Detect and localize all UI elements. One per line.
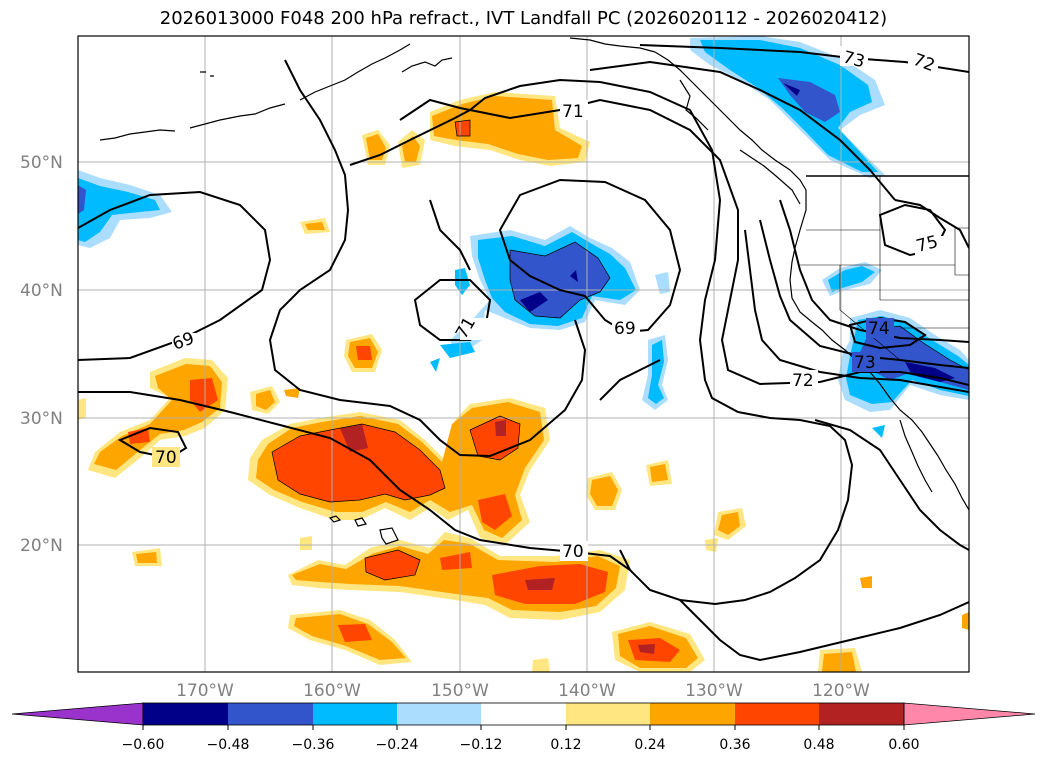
contour-label: 70 (155, 448, 177, 468)
colorbar-tick-label: −0.12 (460, 737, 503, 753)
lon-label-170w: 170°W (176, 681, 234, 701)
lat-label-20n: 20°N (20, 536, 63, 556)
contour-label: 70 (562, 542, 584, 562)
colorbar-outline (142, 702, 905, 726)
colorbar-swatch-p36 (735, 703, 819, 725)
contour-label: 72 (792, 371, 814, 391)
state-borders (800, 176, 969, 361)
lat-label-30n: 30°N (20, 409, 63, 429)
lat-label-40n: 40°N (20, 281, 63, 301)
latitude-labels: 50°N 40°N 30°N 20°N (20, 153, 63, 556)
colorbar-swatch-n24 (397, 703, 481, 725)
lon-label-120w: 120°W (812, 681, 870, 701)
colorbar-swatch-n48 (228, 703, 313, 725)
colorbar-ticks (142, 725, 905, 730)
lat-label-50n: 50°N (20, 153, 63, 173)
colorbar-swatch-n36 (313, 703, 397, 725)
colorbar-tick-label: 0.24 (634, 737, 665, 753)
colorbar-swatch-p12 (566, 703, 650, 725)
colorbar: −0.60 −0.48 −0.36 −0.24 −0.12 0.12 0.24 … (11, 702, 1036, 753)
map-title: 2026013000 F048 200 hPa refract., IVT La… (159, 8, 888, 29)
colorbar-swatch-zero (481, 703, 566, 725)
colorbar-tick-labels: −0.60 −0.48 −0.36 −0.24 −0.12 0.12 0.24 … (122, 737, 920, 753)
colorbar-min-extension (11, 702, 144, 726)
colorbar-tick-label: −0.48 (207, 737, 250, 753)
contour-label: 73 (854, 353, 876, 373)
colorbar-tick-label: −0.60 (122, 737, 165, 753)
lon-label-130w: 130°W (685, 681, 743, 701)
colorbar-max-extension (903, 702, 1036, 726)
colorbar-tick-label: −0.36 (292, 737, 335, 753)
colorbar-tick-label: 0.36 (719, 737, 750, 753)
colorbar-swatch-n60 (143, 703, 228, 725)
colorbar-swatch-p48 (819, 703, 904, 725)
lon-label-140w: 140°W (558, 681, 616, 701)
longitude-labels: 170°W 160°W 150°W 140°W 130°W 120°W (176, 681, 870, 701)
colorbar-swatch-p24 (650, 703, 735, 725)
lon-label-160w: 160°W (303, 681, 361, 701)
colorbar-tick-label: 0.48 (803, 737, 834, 753)
contour-label: 71 (562, 102, 584, 122)
height-contours (78, 44, 969, 662)
contour-label: 74 (868, 319, 890, 339)
contour-label: 69 (614, 319, 636, 339)
lon-label-150w: 150°W (431, 681, 489, 701)
map-plot-area: 73 72 71 75 69 71 69 74 73 72 70 70 (78, 36, 969, 672)
map-frame (77, 35, 970, 673)
colorbar-tick-label: 0.12 (550, 737, 581, 753)
colorbar-tick-label: −0.24 (376, 737, 419, 753)
colorbar-tick-label: 0.60 (888, 737, 919, 753)
